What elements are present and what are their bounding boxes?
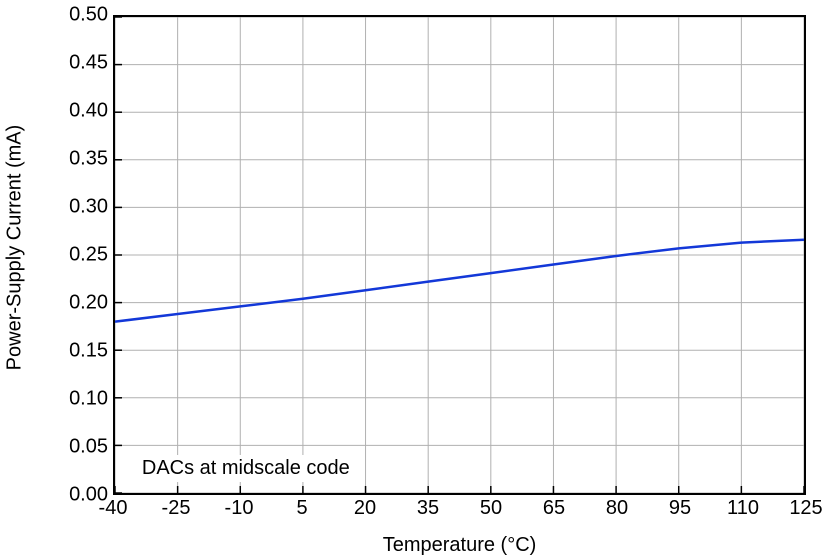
y-tick-label: 0.05 xyxy=(8,436,108,459)
x-tick-label: 65 xyxy=(543,497,565,520)
x-tick-label: 125 xyxy=(789,497,822,520)
y-tick-label: 0.00 xyxy=(8,484,108,507)
y-tick-label: 0.40 xyxy=(8,100,108,123)
y-tick-label: 0.30 xyxy=(8,196,108,219)
x-ticks: -40-25-105203550658095110125 xyxy=(113,497,806,527)
x-tick-label: -25 xyxy=(162,497,191,520)
y-tick-label: 0.45 xyxy=(8,52,108,75)
x-tick-label: 50 xyxy=(480,497,502,520)
x-tick-label: 20 xyxy=(354,497,376,520)
y-tick-label: 0.25 xyxy=(8,244,108,267)
y-tick-label: 0.15 xyxy=(8,340,108,363)
y-tick-label: 0.50 xyxy=(8,4,108,27)
x-axis-label: Temperature (°C) xyxy=(113,534,806,557)
series-group xyxy=(115,240,804,322)
x-tick-label: 80 xyxy=(606,497,628,520)
y-tick-label: 0.20 xyxy=(8,292,108,315)
annotation: DACs at midscale code xyxy=(136,455,356,482)
x-tick-label: -40 xyxy=(99,497,128,520)
x-tick-label: 110 xyxy=(727,497,759,520)
annotation-text: DACs at midscale code xyxy=(142,457,350,479)
y-ticks: 0.000.050.100.150.200.250.300.350.400.45… xyxy=(0,15,108,495)
y-tick-label: 0.35 xyxy=(8,148,108,171)
grid-group xyxy=(115,17,804,493)
chart-container: Power-Supply Current (mA) 0.000.050.100.… xyxy=(0,0,839,559)
x-tick-label: 5 xyxy=(296,497,307,520)
x-tick-label: -10 xyxy=(225,497,254,520)
y-tick-label: 0.10 xyxy=(8,388,108,411)
x-tick-label: 95 xyxy=(669,497,691,520)
x-tick-label: 35 xyxy=(417,497,439,520)
plot-area: DACs at midscale code xyxy=(113,15,806,495)
plot-svg xyxy=(115,17,804,493)
x-axis-label-text: Temperature (°C) xyxy=(383,534,537,556)
